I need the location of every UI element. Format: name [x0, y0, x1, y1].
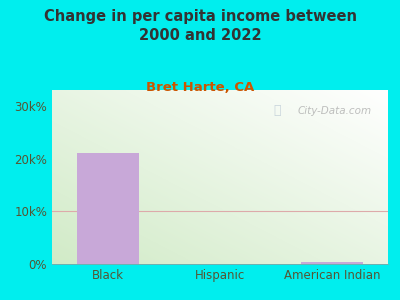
- Text: City-Data.com: City-Data.com: [297, 106, 372, 116]
- Bar: [77, 153, 139, 264]
- Text: Change in per capita income between
2000 and 2022: Change in per capita income between 2000…: [44, 9, 356, 43]
- Text: Bret Harte, CA: Bret Harte, CA: [146, 81, 254, 94]
- Bar: [301, 262, 363, 264]
- Text: ⓘ: ⓘ: [273, 104, 281, 117]
